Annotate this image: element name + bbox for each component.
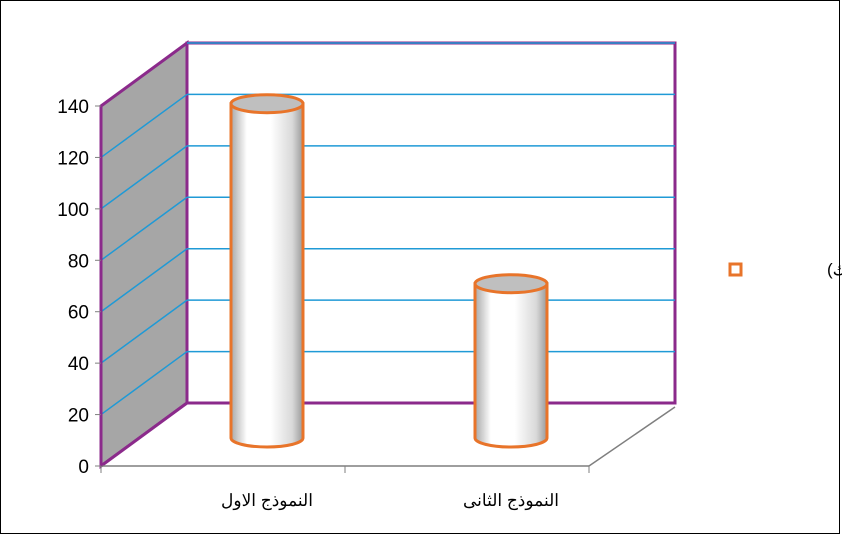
bar — [229, 93, 305, 449]
bar-body — [473, 282, 549, 449]
y-tick-label: 140 — [57, 97, 89, 118]
y-tick-label: 60 — [68, 303, 89, 324]
chart-walls — [99, 40, 677, 469]
floor-left-edge — [100, 401, 188, 468]
gridline-side — [100, 248, 188, 313]
y-tick-label: 80 — [68, 251, 89, 272]
y-tick-label: 120 — [57, 148, 89, 169]
legend: قيمة (ك) — [728, 260, 842, 279]
gridline-side — [100, 299, 188, 364]
floor — [101, 403, 675, 466]
y-axis: 0 20 40 60 80 100 120 140 — [57, 97, 103, 478]
x-axis: النموذج الاول النموذج الثانى — [100, 466, 590, 511]
gridline-side — [100, 350, 188, 416]
floor-right-edge — [588, 406, 676, 467]
legend-swatch — [728, 262, 743, 277]
gridline-side — [100, 196, 188, 261]
bar-body — [229, 102, 305, 449]
y-tick-label: 40 — [68, 354, 89, 375]
y-tick-label: 0 — [78, 457, 89, 478]
y-tick-label: 100 — [57, 200, 89, 221]
gridline-side — [100, 145, 188, 210]
side-wall — [99, 40, 189, 469]
bar-top — [229, 93, 305, 115]
gridline-side — [100, 93, 188, 159]
bar-top — [473, 273, 549, 295]
legend-label: قيمة (ك) — [827, 260, 842, 279]
bar — [473, 273, 549, 449]
x-category-label: النموذج الاول — [221, 491, 313, 511]
x-category-label: النموذج الثانى — [463, 491, 559, 511]
bar-series — [229, 93, 549, 449]
y-tick-label: 20 — [68, 406, 89, 427]
